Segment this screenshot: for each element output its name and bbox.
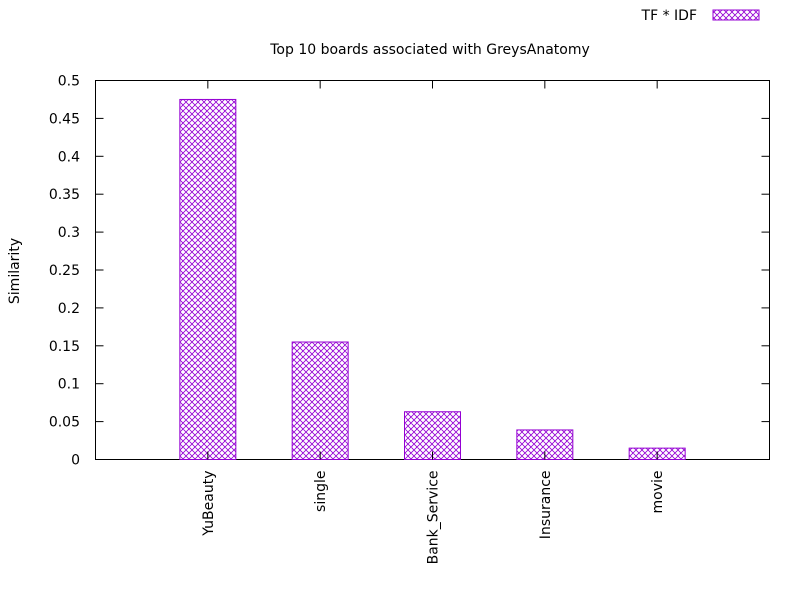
- bar-yubeauty: [179, 98, 237, 460]
- y-axis-label: Similarity: [7, 238, 23, 304]
- y-tick-label: 0: [71, 453, 80, 469]
- legend-label: TF * IDF: [641, 8, 697, 24]
- x-tick-label: movie: [650, 471, 666, 514]
- x-tick-label: single: [313, 471, 329, 512]
- y-tick-label: 0.5: [58, 74, 80, 90]
- y-tick-label: 0.05: [49, 415, 80, 431]
- legend: TF * IDF: [641, 8, 760, 24]
- y-tick-label: 0.25: [49, 263, 80, 279]
- x-axis: YuBeauty single Bank_Service Insurance movie: [201, 80, 666, 565]
- y-tick-label: 0.45: [49, 111, 80, 127]
- y-tick-label: 0.35: [49, 187, 80, 203]
- y-tick-label: 0.4: [58, 149, 80, 165]
- y-tick-label: 0.2: [58, 301, 80, 317]
- y-tick-label: 0.1: [58, 377, 80, 393]
- bar-single: [291, 341, 349, 461]
- legend-swatch: [712, 9, 760, 21]
- x-tick-label: Insurance: [538, 471, 554, 540]
- bars: [179, 98, 686, 461]
- x-tick-label: Bank_Service: [426, 471, 442, 565]
- chart-title: Top 10 boards associated with GreysAnato…: [269, 42, 590, 58]
- x-tick-label: YuBeauty: [201, 471, 217, 537]
- y-tick-label: 0.3: [58, 225, 80, 241]
- y-tick-label: 0.15: [49, 339, 80, 355]
- y-axis: 0 0.05 0.1 0.15 0.2 0.25 0.3 0.35 0.4 0.45 0.5: [49, 74, 770, 469]
